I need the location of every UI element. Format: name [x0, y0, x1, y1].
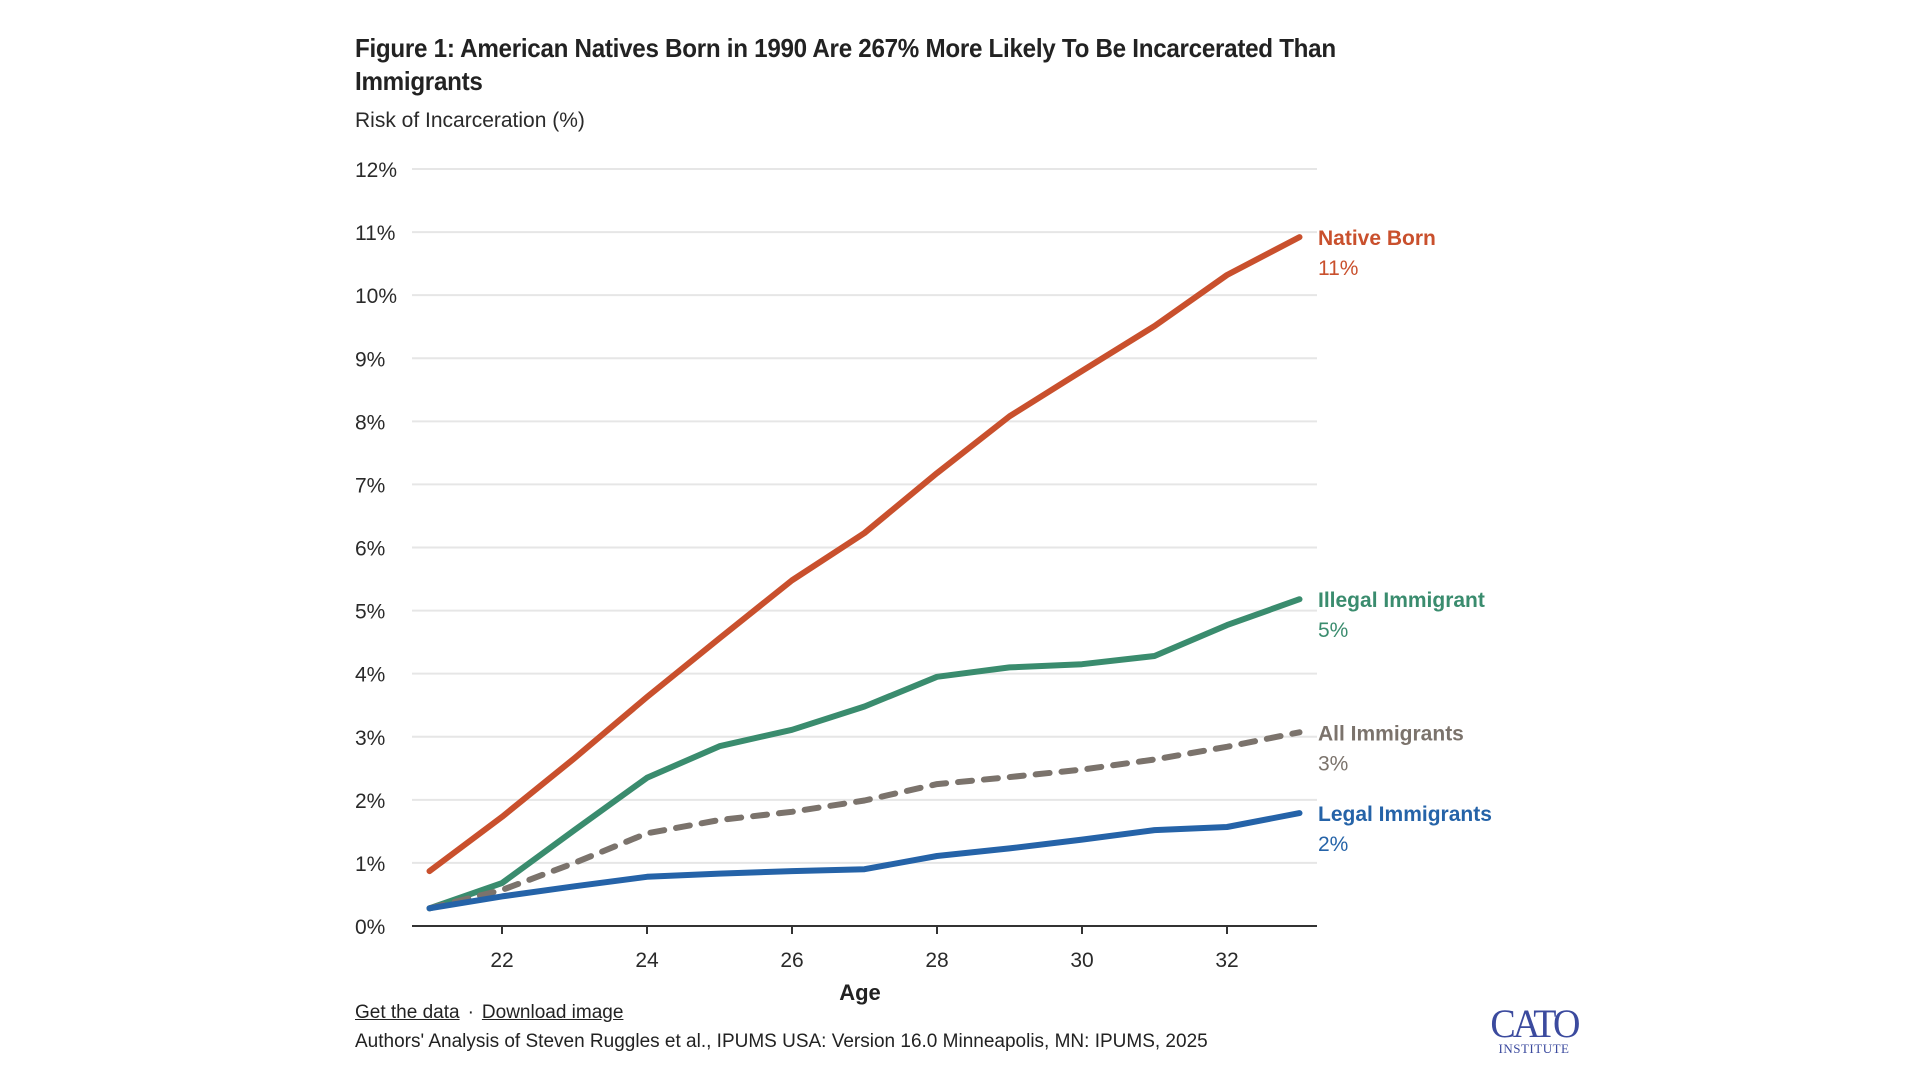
- cato-logo: CATO INSTITUTE: [1484, 1001, 1584, 1056]
- x-tick-label: 22: [490, 949, 513, 972]
- y-tick-label: 9%: [355, 348, 385, 371]
- series-label: All Immigrants: [1318, 722, 1464, 745]
- series-line-legal-immigrants: [426, 810, 1303, 912]
- series-label: Illegal Immigrant: [1318, 589, 1485, 612]
- x-axis: 22 24 26 28 30 32: [412, 925, 1317, 972]
- x-axis-title: Age: [839, 980, 881, 1005]
- x-tick-label: 28: [925, 949, 948, 972]
- y-tick-label: 1%: [355, 853, 385, 876]
- y-tick-label: 11%: [355, 222, 395, 245]
- y-axis-ticks: 0% 1% 2% 3% 4% 5% 6% 7% 8% 9% 10% 11% 12%: [355, 159, 397, 939]
- chart-title: Figure 1: American Natives Born in 1990 …: [355, 33, 1336, 96]
- get-data-link[interactable]: Get the data: [355, 1002, 460, 1023]
- link-separator: ·: [467, 1002, 474, 1023]
- gridlines: [412, 168, 1317, 864]
- y-tick-label: 4%: [355, 664, 385, 687]
- download-image-link[interactable]: Download image: [481, 1002, 624, 1023]
- x-tick-label: 26: [780, 949, 803, 972]
- x-tick-label: 24: [635, 949, 659, 972]
- logo-main: CATO: [1490, 1001, 1580, 1046]
- y-tick-label: 7%: [355, 474, 385, 497]
- series-end-value: 11%: [1318, 257, 1358, 280]
- y-axis-title: Risk of Incarceration (%): [355, 109, 585, 132]
- y-tick-label: 12%: [355, 159, 397, 182]
- y-tick-label: 6%: [355, 538, 385, 561]
- y-tick-label: 0%: [355, 916, 385, 939]
- series-lines: [426, 234, 1303, 912]
- logo-sub: INSTITUTE: [1498, 1041, 1570, 1056]
- chart-links: Get the data · Download image: [355, 1002, 623, 1024]
- y-tick-label: 2%: [355, 790, 385, 813]
- x-tick-label: 30: [1070, 949, 1093, 972]
- series-end-value: 3%: [1318, 752, 1348, 775]
- series-label: Native Born: [1318, 227, 1436, 250]
- y-tick-label: 5%: [355, 601, 385, 624]
- series-labels: Native Born 11% Illegal Immigrant 5% All Imm…: [1318, 227, 1492, 856]
- series-end-value: 5%: [1318, 619, 1348, 642]
- x-tick-label: 32: [1215, 949, 1238, 972]
- source-note: Authors' Analysis of Steven Ruggles et a…: [355, 1031, 1208, 1052]
- series-label: Legal Immigrants: [1318, 803, 1492, 826]
- y-tick-label: 8%: [355, 411, 385, 434]
- series-line-native-born: [426, 234, 1303, 875]
- y-tick-label: 10%: [355, 285, 397, 308]
- y-tick-label: 3%: [355, 727, 385, 750]
- series-line-illegal-immigrant: [426, 596, 1303, 912]
- series-line-all-immigrants: [426, 729, 1303, 912]
- series-end-value: 2%: [1318, 833, 1348, 856]
